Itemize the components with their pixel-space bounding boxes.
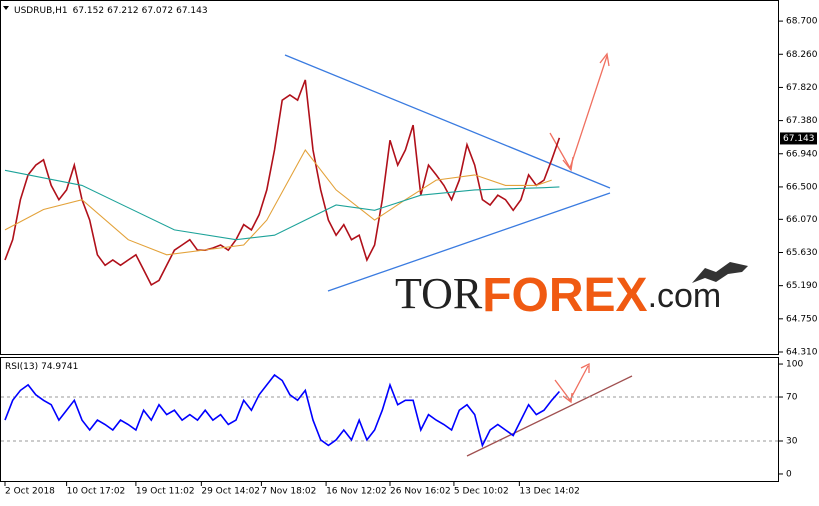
y-tick-label: 64.750 bbox=[786, 314, 818, 324]
y-tick-label: 70 bbox=[786, 393, 798, 403]
x-tick-label: 10 Oct 17:02 bbox=[67, 487, 126, 497]
y-tick-label: 100 bbox=[786, 360, 803, 370]
series-line bbox=[4, 79, 561, 287]
rsi-arrow bbox=[554, 362, 590, 404]
x-tick-label: 26 Nov 16:02 bbox=[390, 487, 451, 497]
close: 67.143 bbox=[176, 6, 208, 16]
series-line bbox=[4, 169, 560, 241]
series-line bbox=[4, 373, 561, 448]
y-tick-label: 67.380 bbox=[786, 116, 818, 126]
y-tick-label: 66.940 bbox=[786, 149, 818, 159]
x-tick-label: 29 Oct 14:02 bbox=[201, 487, 260, 497]
watermark: TORFOREX.com bbox=[395, 269, 721, 322]
series-line bbox=[4, 148, 552, 256]
price-tag-label: 67.143 bbox=[783, 134, 815, 144]
x-tick-label: 16 Nov 12:02 bbox=[326, 487, 387, 497]
high: 67.212 bbox=[107, 6, 139, 16]
open: 67.152 bbox=[73, 6, 105, 16]
main-panel bbox=[0, 0, 779, 355]
x-tick-label: 19 Oct 11:02 bbox=[136, 487, 195, 497]
price-tag bbox=[780, 132, 817, 145]
watermark-tor: TOR bbox=[395, 269, 483, 318]
rsi-trendline bbox=[466, 375, 633, 457]
y-tick-label: 65.190 bbox=[786, 281, 818, 291]
x-tick-label: 5 Dec 10:02 bbox=[454, 487, 509, 497]
rsi-title: RSI(13) 74.9741 bbox=[5, 362, 78, 372]
y-tick-label: 67.820 bbox=[786, 83, 818, 93]
y-tick-label: 66.070 bbox=[786, 215, 818, 225]
watermark-com: .com bbox=[648, 277, 722, 315]
y-tick-label: 68.700 bbox=[786, 17, 818, 27]
y-tick-label: 64.310 bbox=[786, 347, 818, 357]
arrow-head bbox=[562, 52, 610, 172]
y-tick-label: 68.260 bbox=[786, 50, 818, 60]
watermark-forex: FOREX bbox=[482, 269, 647, 322]
y-tick-label: 66.500 bbox=[786, 182, 818, 192]
y-tick-label: 0 bbox=[786, 469, 792, 479]
rsi-value: 74.9741 bbox=[41, 362, 78, 372]
menu-arrow bbox=[3, 6, 9, 10]
y-tick-label: 30 bbox=[786, 436, 798, 446]
low: 67.072 bbox=[142, 6, 174, 16]
x-tick-label: 13 Dec 14:02 bbox=[519, 487, 580, 497]
chart-title: USDRUB,H1 67.152 67.212 67.072 67.143 bbox=[14, 6, 208, 16]
plot: 68.700 68.260 67.820 67.380 66.940 66.500 66.0… bbox=[1, 17, 818, 497]
x-tick-label: 7 Nov 18:02 bbox=[261, 487, 316, 497]
trendline-lower bbox=[327, 192, 611, 292]
y-tick-label: 65.630 bbox=[786, 248, 818, 258]
symbol: USDRUB,H1 bbox=[14, 6, 68, 16]
logo-icon bbox=[692, 262, 748, 283]
trendline-upper bbox=[284, 54, 611, 189]
rsi-name: RSI(13) bbox=[5, 362, 38, 372]
rsi-panel bbox=[0, 357, 779, 482]
x-tick-label: 2 Oct 2018 bbox=[5, 487, 55, 497]
